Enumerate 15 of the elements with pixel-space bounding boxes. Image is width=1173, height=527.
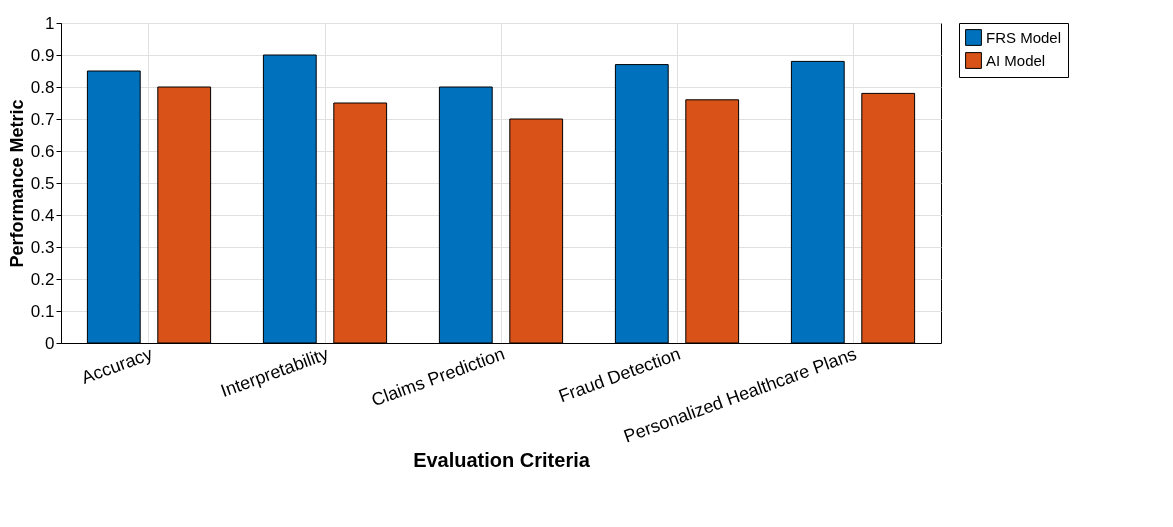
y-tick-label: 0.1 xyxy=(30,301,55,321)
legend-label: AI Model xyxy=(986,51,1046,69)
y-tick-label: 0.7 xyxy=(30,109,55,129)
y-tick-label: 0.6 xyxy=(30,141,55,161)
x-axis-title: Evaluation Criteria xyxy=(413,448,591,471)
y-axis-title: Performance Metric xyxy=(6,99,27,268)
y-tick-label: 0.2 xyxy=(30,269,55,289)
legend-label: FRS Model xyxy=(986,28,1062,46)
y-tick-label: 0.8 xyxy=(30,77,55,97)
y-tick-label: 0 xyxy=(45,333,55,353)
y-tick-label: 0.4 xyxy=(30,205,55,225)
y-tick-label: 0.9 xyxy=(30,45,55,65)
y-tick-label: 0.5 xyxy=(30,173,55,193)
y-tick-label: 0.3 xyxy=(30,237,55,257)
y-tick-label: 1 xyxy=(45,13,55,33)
